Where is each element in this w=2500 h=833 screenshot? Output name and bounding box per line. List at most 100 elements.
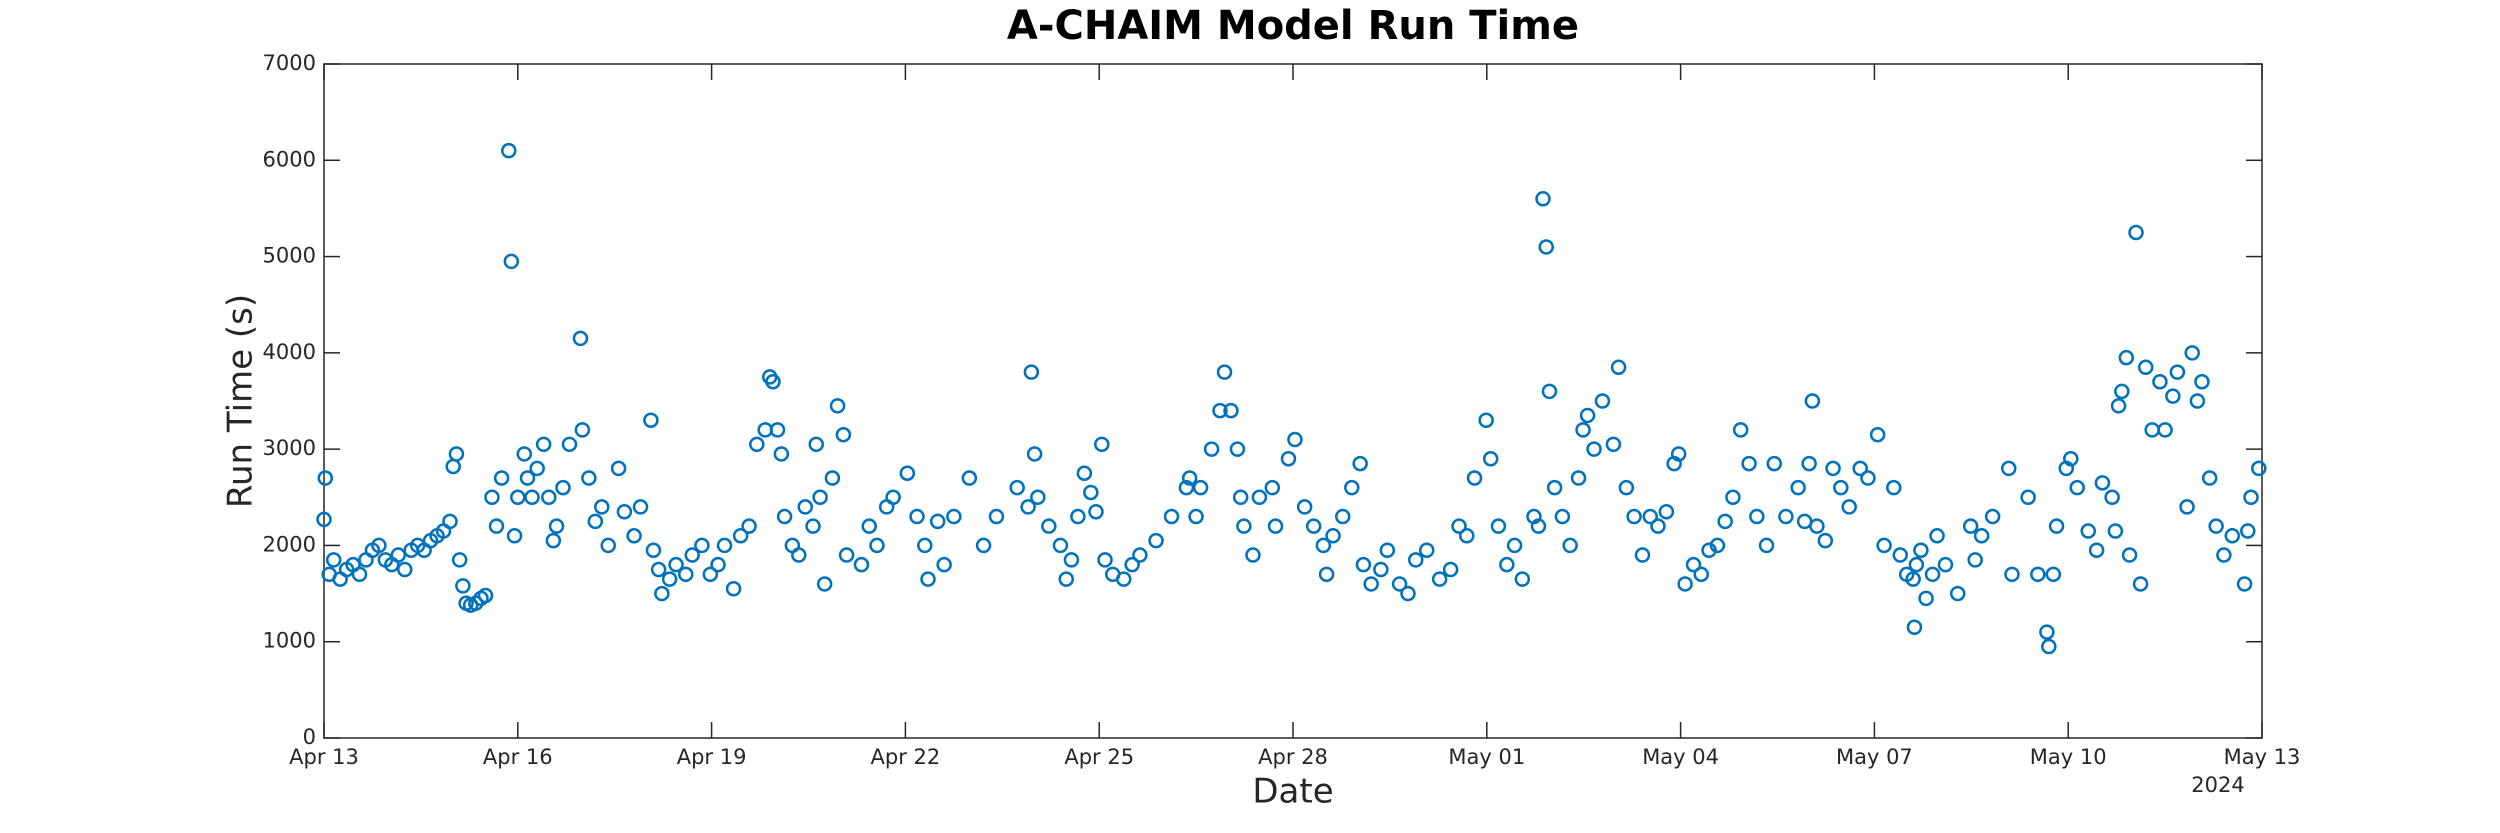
data-point [1132,547,1148,563]
data-point [2121,547,2138,563]
data-point [2169,364,2186,380]
chart-title: A-CHAIM Model Run Time [1007,3,1579,49]
data-point [1188,508,1204,525]
data-point [791,547,807,563]
data-point [1296,499,1313,515]
data-point [2184,345,2200,361]
data-point [455,578,471,594]
data-point [1026,446,1043,462]
data-point [1264,479,1281,496]
data-point [1905,571,1921,587]
data-point [2107,523,2124,539]
y-tick-label: 1000 [263,629,316,653]
data-point [1391,576,1408,592]
data-point [1825,460,1841,477]
data-point [1766,455,1783,472]
data-point [2128,224,2144,241]
data-point [765,373,781,390]
data-point [1192,479,1209,496]
data-point [2039,624,2055,640]
data-point [2004,566,2020,583]
data-point [1886,479,1902,496]
data-point [1790,479,1806,496]
data-point [1229,441,1246,457]
data-point [732,528,749,544]
data-point [397,561,413,578]
data-point [1478,412,1494,429]
data-point [1575,422,1591,438]
data-point [488,518,505,534]
data-point [1658,503,1675,520]
data-point [1967,552,1983,568]
data-point [2132,576,2149,592]
data-point [1594,393,1611,409]
data-point [805,518,821,534]
y-tick-label: 7000 [263,51,316,75]
data-point [1852,460,1868,477]
data-point [1892,547,1908,563]
data-point [1379,542,1396,558]
data-point [1554,508,1571,525]
data-point [702,566,719,583]
data-point [545,532,562,549]
data-point [610,460,627,477]
data-point [1538,239,1554,255]
data-point [1431,571,1448,587]
data-point [1809,518,1825,534]
data-point [1490,518,1507,534]
data-point [1344,479,1360,496]
data-point [1579,407,1596,424]
data-point [1506,537,1523,554]
data-point [1801,455,1817,472]
data-point [2104,489,2120,506]
data-point [1906,619,1923,636]
x-axis-label: Date [1252,772,1333,812]
data-point [1541,383,1558,400]
x-tick-label: May 10 [2030,745,2107,769]
data-point [1216,364,1233,380]
data-point [451,552,468,568]
data-point [390,547,407,563]
data-point [587,513,604,530]
data-point [654,585,670,602]
data-point [561,436,578,453]
data-point [1352,455,1368,472]
data-point [1701,542,1717,558]
y-tick-label: 0 [303,725,316,749]
data-point [1937,556,1954,573]
data-point [1267,518,1284,534]
data-point [749,436,765,453]
data-point [1070,508,1086,525]
data-point [1236,518,1252,534]
data-point [519,470,536,486]
data-point [1570,470,1587,486]
y-tick-label: 6000 [263,147,316,171]
data-point [493,470,510,486]
data-point [988,508,1005,525]
data-point [535,436,552,453]
data-point [1459,528,1475,544]
data-point [1918,590,1934,607]
data-point [1318,566,1335,583]
data-point [448,446,465,462]
data-point [1418,542,1435,558]
data-point [2152,373,2168,390]
data-point [1929,528,1945,544]
data-point [1148,532,1164,549]
data-point [1334,508,1351,525]
data-point [812,489,828,506]
data-point [317,470,334,486]
data-point [1023,364,1040,380]
data-point [1833,479,1849,496]
data-point [2137,359,2154,376]
data-point [1094,436,1110,453]
data-point [1203,441,1220,457]
data-point [1088,503,1104,520]
data-point [632,499,649,515]
data-point [616,503,633,520]
data-point [1984,508,2001,525]
data-point [1634,547,1651,563]
data-point [1407,552,1424,568]
data-point [1642,508,1658,525]
data-point [1924,566,1941,583]
